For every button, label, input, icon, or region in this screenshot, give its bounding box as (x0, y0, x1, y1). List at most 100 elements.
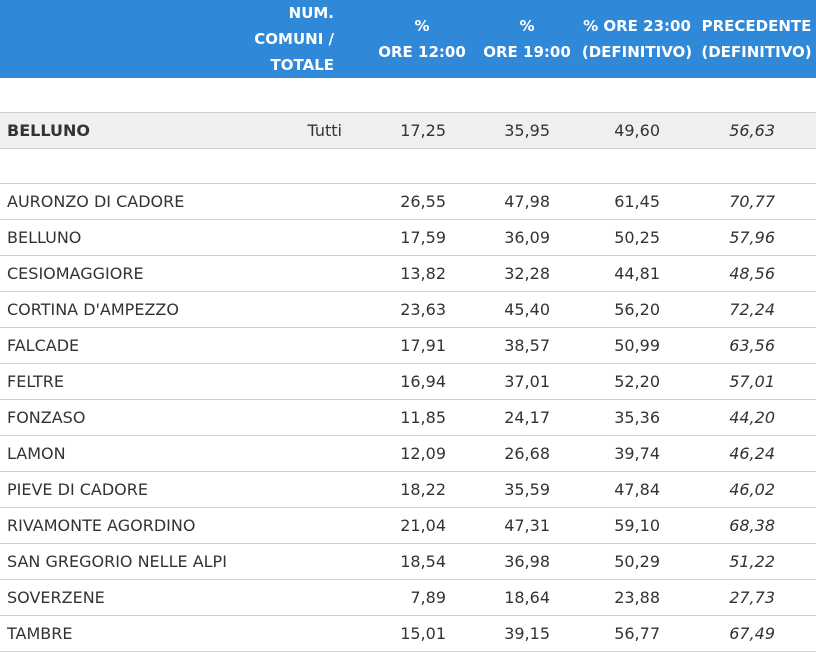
header-ore-19: % ORE 19:00 (477, 0, 577, 78)
cell-ore-23: 50,99 (577, 327, 697, 364)
cell-name: CESIOMAGGIORE (0, 255, 227, 292)
cell-name: AURONZO DI CADORE (0, 183, 227, 220)
cell-num (227, 327, 367, 364)
cell-ore-19: 35,59 (477, 471, 577, 508)
cell-ore-19: 45,40 (477, 291, 577, 328)
spacer-row (0, 148, 816, 184)
cell-ore-12: 23,63 (367, 291, 477, 328)
cell-ore-23: 35,36 (577, 399, 697, 436)
cell-num (227, 579, 367, 616)
header-row: NUM. COMUNI / TOTALE % ORE 12:00 % ORE 1… (0, 0, 816, 78)
table-row: CORTINA D'AMPEZZO 23,63 45,40 56,20 72,24 (0, 291, 816, 328)
cell-ore-12: 21,04 (367, 507, 477, 544)
cell-num (227, 255, 367, 292)
cell-ore-23: 44,81 (577, 255, 697, 292)
cell-num (227, 543, 367, 580)
table-row: AURONZO DI CADORE 26,55 47,98 61,45 70,77 (0, 183, 816, 220)
cell-name: LAMON (0, 435, 227, 472)
summary-row: BELLUNO Tutti 17,25 35,95 49,60 56,63 (0, 112, 816, 149)
cell-name: FONZASO (0, 399, 227, 436)
cell-ore-23: 39,74 (577, 435, 697, 472)
cell-ore-19: 26,68 (477, 435, 577, 472)
cell-ore-23: 52,20 (577, 363, 697, 400)
cell-ore-12: 11,85 (367, 399, 477, 436)
summary-prev: 56,63 (697, 112, 816, 149)
cell-ore-19: 37,01 (477, 363, 577, 400)
table-row: PIEVE DI CADORE 18,22 35,59 47,84 46,02 (0, 471, 816, 508)
cell-name: FELTRE (0, 363, 227, 400)
header-prev-line1: PRECEDENTE (701, 17, 812, 35)
cell-ore-19: 39,15 (477, 615, 577, 652)
table-header: NUM. COMUNI / TOTALE % ORE 12:00 % ORE 1… (0, 0, 816, 78)
cell-ore-23: 50,29 (577, 543, 697, 580)
cell-num (227, 615, 367, 652)
header-12-line1: % (414, 17, 430, 35)
header-12-line2: ORE 12:00 (378, 43, 466, 61)
cell-ore-19: 36,09 (477, 219, 577, 256)
cell-ore-12: 15,01 (367, 615, 477, 652)
cell-precedente: 67,49 (697, 615, 816, 652)
table-row: FONZASO 11,85 24,17 35,36 44,20 (0, 399, 816, 436)
cell-name: RIVAMONTE AGORDINO (0, 507, 227, 544)
table-row: FALCADE 17,91 38,57 50,99 63,56 (0, 327, 816, 364)
cell-ore-12: 13,82 (367, 255, 477, 292)
cell-num (227, 291, 367, 328)
header-municipality (0, 0, 227, 78)
summary-v23: 49,60 (577, 112, 697, 149)
cell-ore-12: 18,22 (367, 471, 477, 508)
cell-precedente: 27,73 (697, 579, 816, 616)
summary-num: Tutti (227, 112, 367, 149)
cell-ore-23: 50,25 (577, 219, 697, 256)
table-row: CESIOMAGGIORE 13,82 32,28 44,81 48,56 (0, 255, 816, 292)
cell-ore-19: 18,64 (477, 579, 577, 616)
cell-ore-19: 32,28 (477, 255, 577, 292)
cell-ore-12: 17,59 (367, 219, 477, 256)
cell-num (227, 363, 367, 400)
header-ore-12: % ORE 12:00 (367, 0, 477, 78)
spacer-row (0, 78, 816, 113)
cell-precedente: 68,38 (697, 507, 816, 544)
cell-name: SOVERZENE (0, 579, 227, 616)
cell-ore-12: 26,55 (367, 183, 477, 220)
summary-v19: 35,95 (477, 112, 577, 149)
cell-num (227, 435, 367, 472)
header-ore-23: % ORE 23:00 (DEFINITIVO) (577, 0, 697, 78)
table-row: LAMON 12,09 26,68 39,74 46,24 (0, 435, 816, 472)
cell-ore-23: 56,20 (577, 291, 697, 328)
cell-ore-23: 61,45 (577, 183, 697, 220)
cell-ore-12: 18,54 (367, 543, 477, 580)
cell-ore-19: 36,98 (477, 543, 577, 580)
table-row: RIVAMONTE AGORDINO 21,04 47,31 59,10 68,38 (0, 507, 816, 544)
cell-num (227, 219, 367, 256)
cell-precedente: 63,56 (697, 327, 816, 364)
cell-num (227, 507, 367, 544)
cell-ore-23: 47,84 (577, 471, 697, 508)
table-row: BELLUNO 17,59 36,09 50,25 57,96 (0, 219, 816, 256)
cell-name: BELLUNO (0, 219, 227, 256)
header-prev-line2: (DEFINITIVO) (701, 43, 812, 61)
cell-num (227, 399, 367, 436)
header-19-line2: ORE 19:00 (483, 43, 571, 61)
cell-name: PIEVE DI CADORE (0, 471, 227, 508)
cell-precedente: 51,22 (697, 543, 816, 580)
table-row: FELTRE 16,94 37,01 52,20 57,01 (0, 363, 816, 400)
cell-ore-12: 17,91 (367, 327, 477, 364)
header-num-line1: NUM. COMUNI / (254, 4, 334, 48)
cell-num (227, 471, 367, 508)
summary-name: BELLUNO (0, 112, 227, 149)
cell-precedente: 44,20 (697, 399, 816, 436)
table-row: TAMBRE 15,01 39,15 56,77 67,49 (0, 615, 816, 652)
cell-num (227, 183, 367, 220)
cell-ore-23: 23,88 (577, 579, 697, 616)
cell-precedente: 57,01 (697, 363, 816, 400)
header-23-line2: (DEFINITIVO) (581, 43, 693, 61)
cell-ore-23: 59,10 (577, 507, 697, 544)
header-num-line2: TOTALE (270, 56, 334, 74)
cell-precedente: 46,02 (697, 471, 816, 508)
cell-name: CORTINA D'AMPEZZO (0, 291, 227, 328)
cell-ore-19: 24,17 (477, 399, 577, 436)
cell-ore-23: 56,77 (577, 615, 697, 652)
header-23-line1: % ORE 23:00 (583, 17, 691, 35)
cell-precedente: 70,77 (697, 183, 816, 220)
